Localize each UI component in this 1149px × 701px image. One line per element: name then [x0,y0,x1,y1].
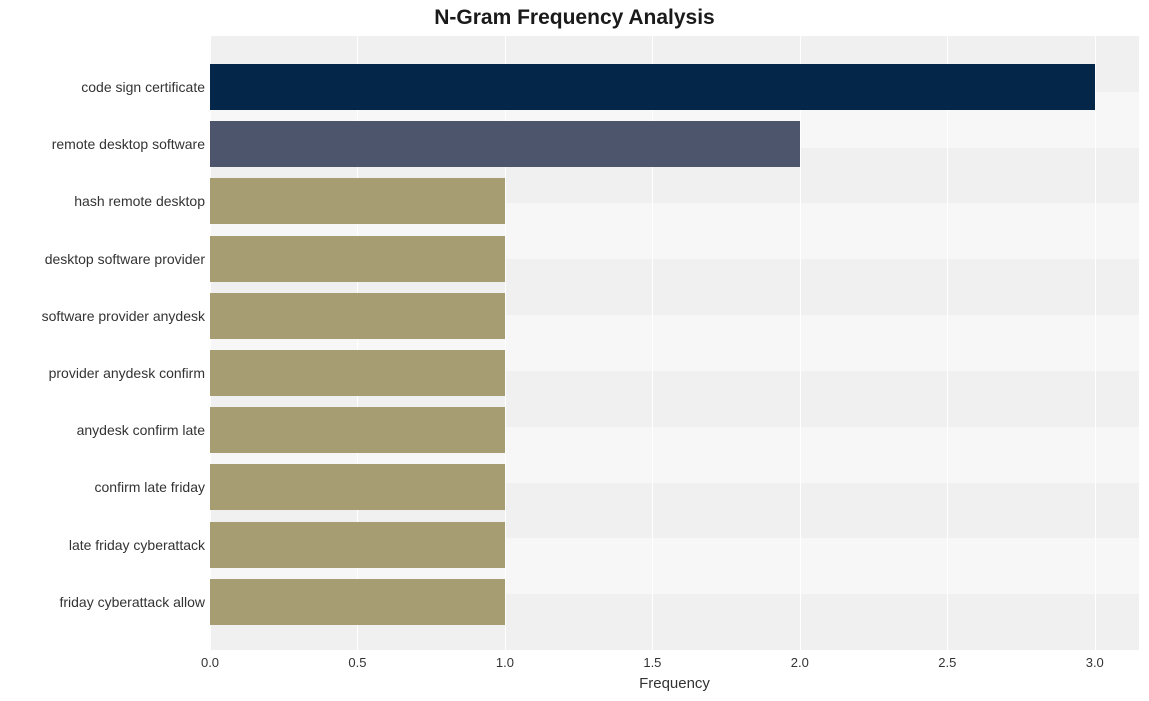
x-tick-label: 1.0 [496,655,514,670]
y-tick-label: code sign certificate [5,80,205,94]
x-tick-label: 0.5 [348,655,366,670]
bar [210,293,505,339]
y-tick-label: software provider anydesk [5,309,205,323]
y-tick-label: late friday cyberattack [5,538,205,552]
bar [210,350,505,396]
y-tick-label: friday cyberattack allow [5,595,205,609]
y-tick-label: provider anydesk confirm [5,366,205,380]
x-tick-label: 2.5 [938,655,956,670]
grid-line [1095,36,1096,650]
bar [210,407,505,453]
x-tick-label: 2.0 [791,655,809,670]
y-tick-label: desktop software provider [5,252,205,266]
x-tick-label: 1.5 [643,655,661,670]
y-tick-label: anydesk confirm late [5,423,205,437]
chart-title: N-Gram Frequency Analysis [0,6,1149,30]
bar [210,522,505,568]
x-tick-label: 3.0 [1086,655,1104,670]
grid-line [947,36,948,650]
x-axis-label: Frequency [210,675,1139,692]
y-tick-label: confirm late friday [5,480,205,494]
ngram-chart: N-Gram Frequency Analysis Frequency code… [0,0,1149,701]
bar [210,178,505,224]
bar [210,121,800,167]
bar [210,236,505,282]
bar [210,579,505,625]
grid-line [800,36,801,650]
y-tick-label: remote desktop software [5,137,205,151]
y-tick-label: hash remote desktop [5,194,205,208]
bar [210,464,505,510]
x-tick-label: 0.0 [201,655,219,670]
plot-area [210,36,1139,650]
bar [210,64,1095,110]
